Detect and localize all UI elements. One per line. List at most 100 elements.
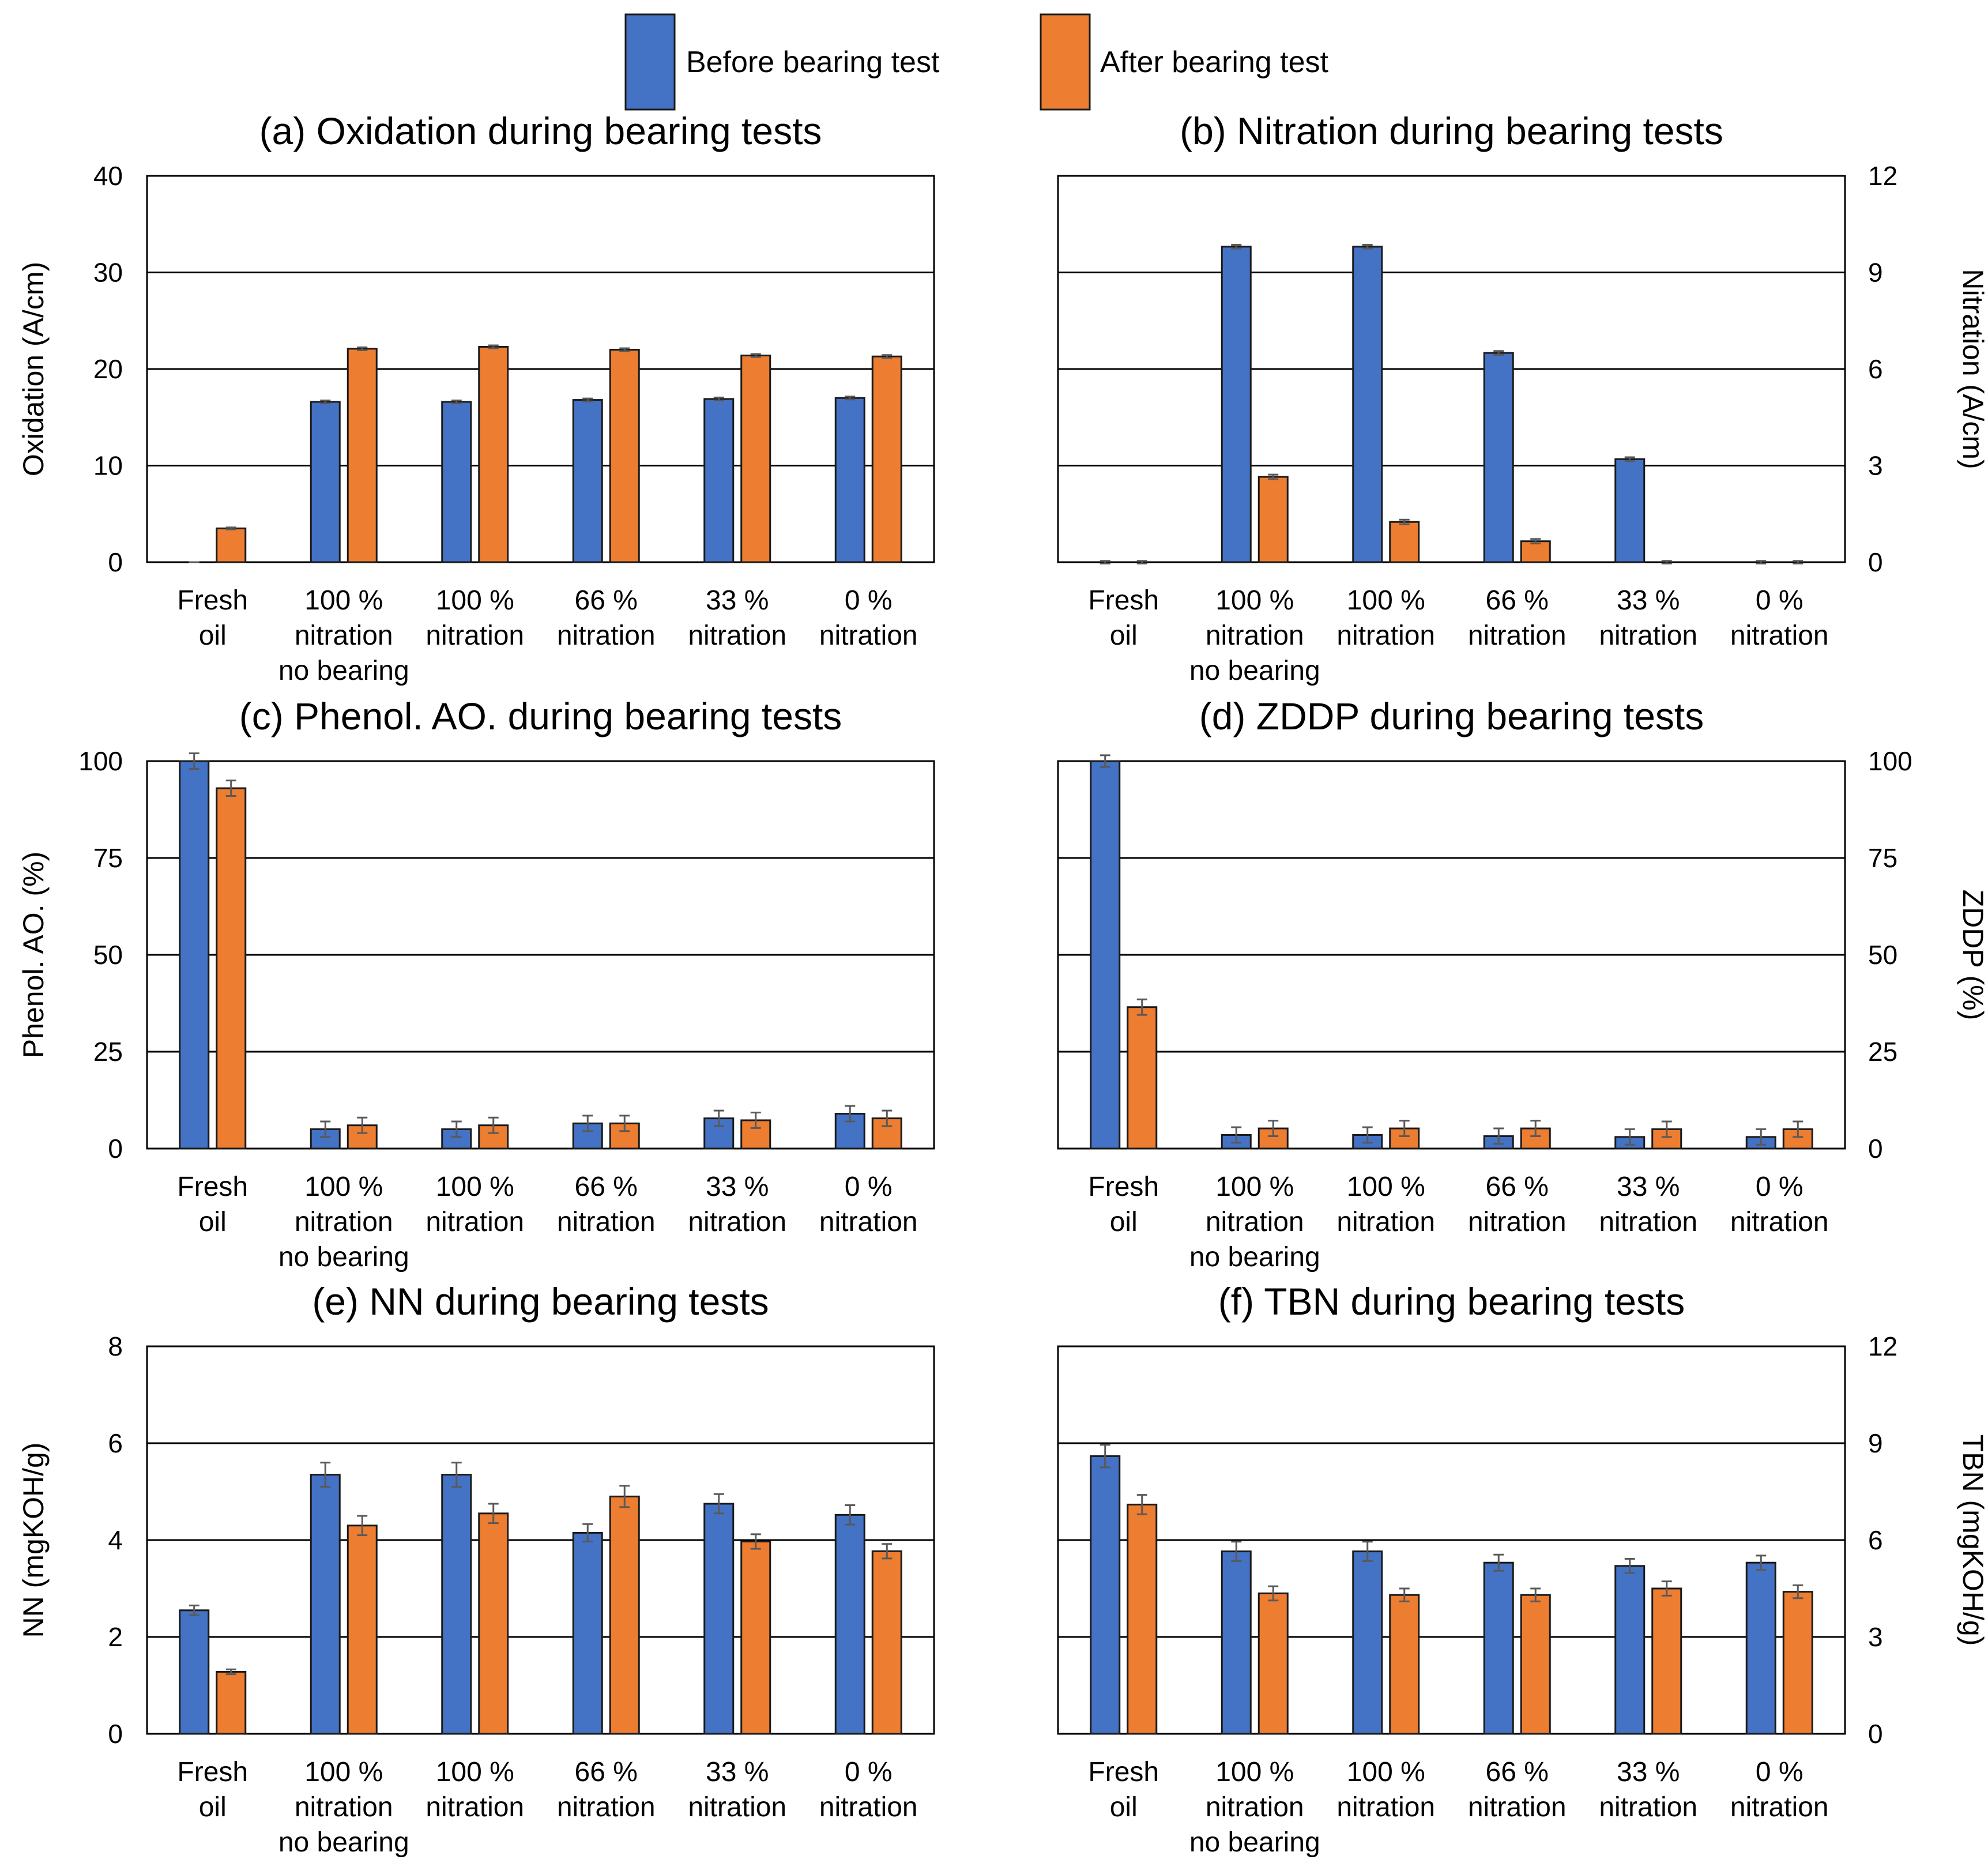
y-axis-label: ZDDP (%) xyxy=(1957,890,1988,1021)
x-category-label: 0 % nitration xyxy=(1730,585,1829,651)
y-axis-label: TBN (mgKOH/g) xyxy=(1957,1435,1988,1646)
bar-after xyxy=(216,787,247,1150)
y-tick-label: 12 xyxy=(1868,1331,1897,1361)
x-category-label: 100 % nitration xyxy=(1336,585,1435,651)
chart-title: (b) Nitration during bearing tests xyxy=(1180,110,1723,152)
chart-panel-b: (b) Nitration during bearing tests 0 3 6 9 12… xyxy=(1057,110,1988,686)
x-category-label: 33 % nitration xyxy=(688,585,786,651)
x-category-label: 66 % nitration xyxy=(557,1757,656,1823)
bar-before xyxy=(1483,352,1514,563)
y-tick-label: 30 xyxy=(93,258,123,288)
x-category-label: 66 % nitration xyxy=(557,1172,656,1237)
y-tick-label: 10 xyxy=(93,451,123,481)
bar-before xyxy=(572,1531,603,1735)
bar-before xyxy=(1614,458,1646,563)
y-tick-label: 9 xyxy=(1868,1428,1883,1458)
legend-after-swatch xyxy=(1040,13,1091,111)
bar-after xyxy=(1782,1591,1813,1735)
bar-after xyxy=(1257,1592,1289,1735)
bar-after xyxy=(216,1670,247,1735)
bar-before xyxy=(834,397,865,563)
bar-after xyxy=(347,348,378,563)
y-tick-label: 0 xyxy=(108,547,123,577)
x-category-label: 0 % nitration xyxy=(819,585,918,651)
y-tick-label: 6 xyxy=(1868,354,1883,384)
y-axis-label: Phenol. AO. (%) xyxy=(17,852,50,1059)
x-category-label: 100 % nitration no bearing xyxy=(1189,585,1320,686)
y-tick-label: 9 xyxy=(1868,258,1883,288)
legend-after-label: After bearing test xyxy=(1100,46,1329,79)
x-category-label: 100 % nitration no bearing xyxy=(278,1757,409,1858)
chart-panel-f: (f) TBN during bearing tests 0 3 6 9 12 TBN (m… xyxy=(1057,1280,1988,1858)
x-category-label: Fresh oil xyxy=(1088,585,1159,651)
x-category-label: 100 % nitration no bearing xyxy=(1189,1172,1320,1273)
plot-area-frame xyxy=(146,1345,935,1735)
chart-title: (c) Phenol. AO. during bearing tests xyxy=(239,695,842,737)
bar-after xyxy=(1257,476,1289,563)
x-category-label: 66 % nitration xyxy=(1468,1757,1567,1823)
bar-after xyxy=(871,355,902,563)
bar-before xyxy=(703,398,735,563)
x-category-label: Fresh oil xyxy=(177,585,248,651)
bar-after xyxy=(1520,540,1551,563)
chart-panel-a: (a) Oxidation during bearing tests 0 10 20 3… xyxy=(17,110,935,686)
y-tick-label: 40 xyxy=(93,161,123,191)
chart-panel-e: (e) NN during bearing tests 0 2 4 6 8 NN (mgKO… xyxy=(17,1280,935,1858)
bar-before xyxy=(441,401,472,563)
y-tick-label: 3 xyxy=(1868,451,1883,481)
y-tick-label: 0 xyxy=(1868,1719,1883,1749)
legend-before-swatch xyxy=(624,13,676,111)
chart-panel-d: (d) ZDDP during bearing tests 0 25 50 75 100 Z… xyxy=(1057,695,1988,1273)
bar-before xyxy=(703,1503,735,1735)
chart-title: (a) Oxidation during bearing tests xyxy=(259,110,822,152)
x-category-label: 33 % nitration xyxy=(1599,1172,1697,1237)
x-category-label: 66 % nitration xyxy=(1468,585,1567,651)
bar-before xyxy=(179,1609,210,1735)
y-tick-label: 25 xyxy=(93,1037,123,1067)
y-axis-label: NN (mgKOH/g) xyxy=(17,1443,50,1638)
bar-after xyxy=(740,1541,771,1735)
x-category-label: 66 % nitration xyxy=(557,585,656,651)
x-category-label: 0 % nitration xyxy=(819,1172,918,1237)
bar-before xyxy=(1352,246,1383,563)
bar-before xyxy=(310,401,341,563)
x-category-label: 100 % nitration no bearing xyxy=(278,585,409,686)
x-category-label: 100 % nitration xyxy=(1336,1757,1435,1823)
bar-before xyxy=(1745,1561,1776,1735)
plot-area-frame xyxy=(146,760,935,1150)
plot-area-frame xyxy=(1057,175,1846,563)
y-tick-label: 75 xyxy=(93,843,123,873)
y-tick-label: 100 xyxy=(1868,746,1912,776)
bar-after xyxy=(871,1550,902,1735)
x-category-label: Fresh oil xyxy=(177,1757,248,1823)
x-category-label: 66 % nitration xyxy=(1468,1172,1567,1237)
x-category-label: 33 % nitration xyxy=(1599,1757,1697,1823)
y-tick-label: 0 xyxy=(108,1719,123,1749)
y-tick-label: 50 xyxy=(1868,940,1897,970)
y-tick-label: 75 xyxy=(1868,843,1897,873)
y-tick-label: 0 xyxy=(1868,547,1883,577)
y-tick-label: 0 xyxy=(1868,1134,1883,1164)
bar-before xyxy=(1483,1561,1514,1735)
x-category-label: 33 % nitration xyxy=(688,1757,786,1823)
bar-before xyxy=(310,1474,341,1735)
chart-panel-c: (c) Phenol. AO. during bearing tests 0 25 5… xyxy=(17,695,935,1273)
y-tick-label: 6 xyxy=(1868,1525,1883,1555)
chart-panels: (a) Oxidation during bearing tests010203… xyxy=(17,110,1988,1858)
plot-area-frame xyxy=(1057,1345,1846,1735)
bar-after xyxy=(478,345,509,563)
chart-title: (e) NN during bearing tests xyxy=(312,1280,769,1323)
y-tick-label: 0 xyxy=(108,1134,123,1164)
y-tick-label: 2 xyxy=(108,1622,123,1652)
chart-title: (d) ZDDP during bearing tests xyxy=(1199,695,1704,737)
x-category-label: 100 % nitration xyxy=(426,585,524,651)
bar-after xyxy=(1389,1594,1420,1735)
bar-after xyxy=(1651,1587,1682,1735)
bar-before xyxy=(1221,246,1252,563)
x-category-label: Fresh oil xyxy=(177,1172,248,1237)
bar-after xyxy=(1389,521,1420,563)
y-tick-label: 25 xyxy=(1868,1037,1897,1067)
x-category-label: 0 % nitration xyxy=(819,1757,918,1823)
y-axis-label: Oxidation (A/cm) xyxy=(17,262,50,476)
bar-before xyxy=(441,1474,472,1735)
